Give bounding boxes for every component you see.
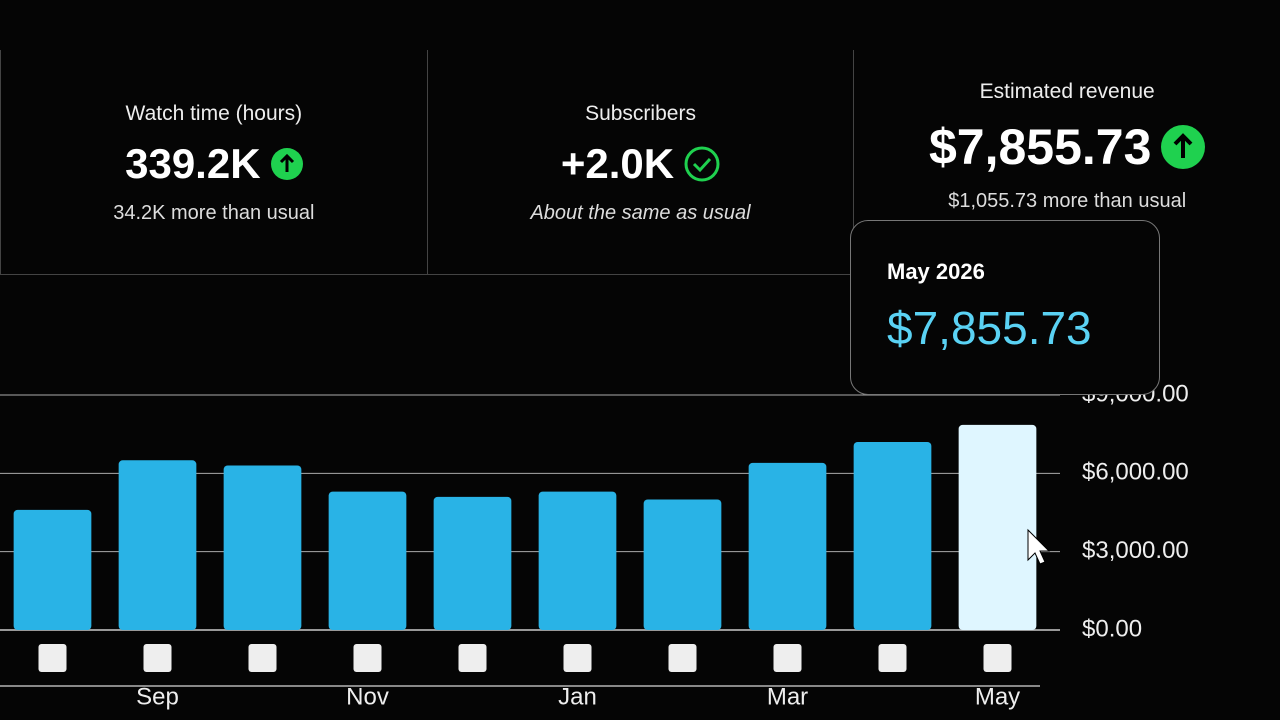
card-note: About the same as usual [530,202,751,224]
card[interactable]: Estimated revenue $7,855.73 $1,055.73 mo… [853,50,1280,275]
marker-square [248,644,277,672]
bar [748,462,827,630]
stats-row: Watch time (hours) 339.2K 34.2K more tha… [0,50,1280,275]
marker-square [458,644,487,672]
y-tick-label: $6,000.00 [1082,459,1189,486]
bar [118,460,197,630]
card-value-row: $7,855.73 [854,118,1280,176]
card[interactable]: Watch time (hours) 339.2K 34.2K more tha… [0,50,427,275]
bar [433,496,512,630]
bar [853,442,932,630]
bar [538,491,617,630]
card-note: $1,055.73 more than usual [948,190,1187,212]
bar [223,465,302,630]
bar [13,509,92,630]
marker-square [983,644,1012,672]
card-note: 34.2K more than usual [113,202,315,224]
x-tick-label: Nov [346,683,389,710]
tooltip-date: May 2026 [887,259,985,284]
marker-square [143,644,172,672]
x-tick-label: Sep [136,683,179,710]
up-icon [1161,125,1206,169]
tooltip-value: $7,855.73 [887,302,1092,354]
y-tick-label: $0.00 [1082,615,1142,642]
card[interactable]: Subscribers +2.0K About the same as usua… [426,50,854,275]
x-tick-label: Mar [767,683,808,710]
x-tick-label: Jan [558,683,597,710]
card-value: 339.2K [125,140,261,187]
card-value-row: 339.2K [1,140,427,188]
marker-square [878,644,907,672]
up-icon [270,148,303,180]
bar [958,424,1037,630]
marker-square [563,644,592,672]
card-title: Watch time (hours) [125,102,303,125]
card-value: $7,855.73 [928,119,1152,175]
bar [328,491,407,630]
x-tick-label: May [975,683,1020,710]
card-value: +2.0K [560,140,675,187]
cursor [1027,528,1051,565]
y-tick-label: $3,000.00 [1082,537,1189,564]
marker-square [668,644,697,672]
card-title: Estimated revenue [979,80,1155,103]
bar [643,499,722,630]
card-title: Subscribers [585,102,696,125]
marker-square [38,644,67,672]
card-value-row: +2.0K [428,140,854,188]
tooltip: May 2026 $7,855.73 [850,220,1160,395]
check-icon [684,146,720,182]
marker-square [353,644,382,672]
marker-square [773,644,802,672]
